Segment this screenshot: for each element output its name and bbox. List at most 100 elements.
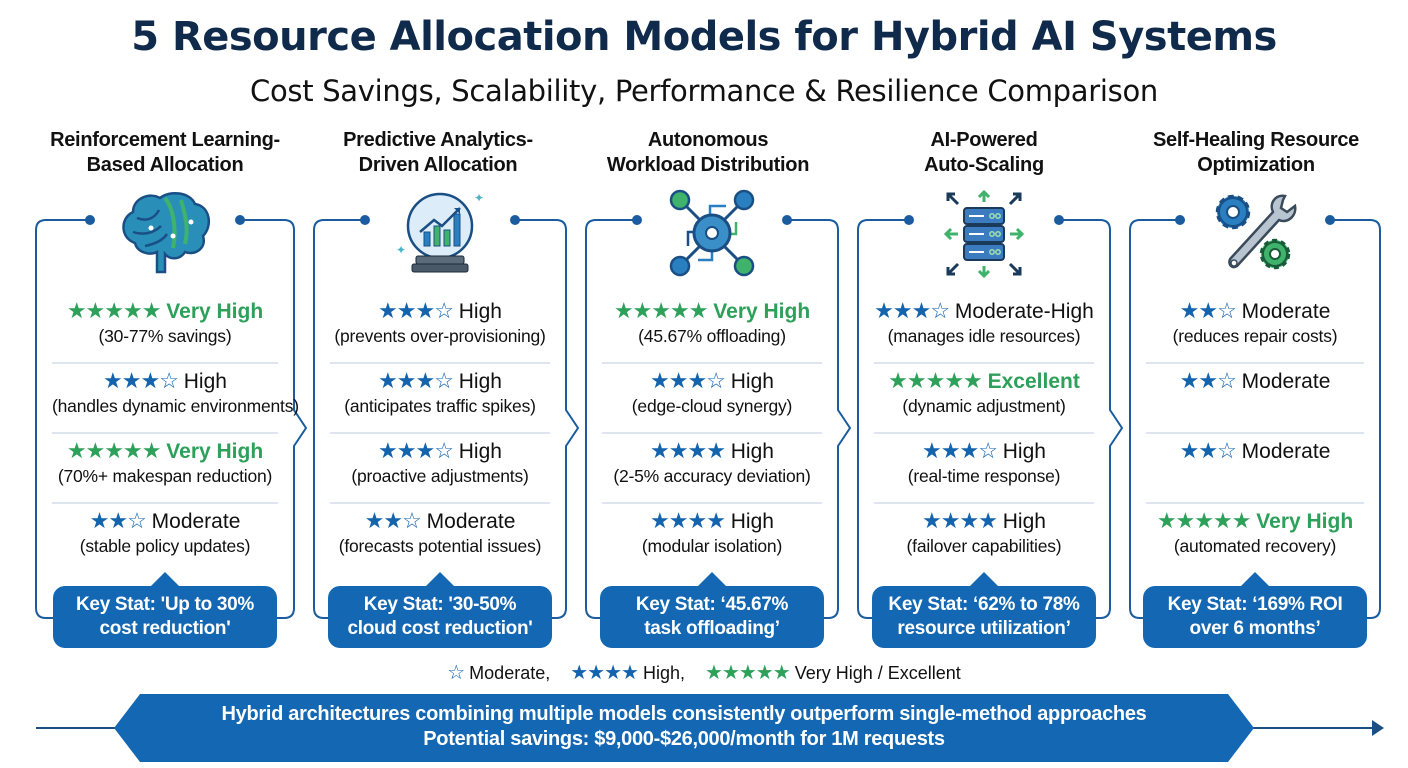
title-line2: Optimization [1197,154,1315,176]
rating-line: ★★★☆ High [330,298,550,325]
model-frame [585,215,852,619]
svg-text:✦: ✦ [396,243,406,257]
page-title: 5 Resource Allocation Models for Hybrid … [131,14,1277,60]
model-column-1: Reinforcement Learning- Based Allocation… [35,126,308,648]
rating-row: ★★★☆ High (proactive adjustments) [330,434,550,504]
rating-line: ★★☆ Moderate [1146,438,1364,465]
empty-star-icon: ☆ [434,298,454,323]
title-line2: Based Allocation [86,154,244,176]
rating-label: Very High [713,300,811,323]
filled-stars-icon: ★★★ [378,438,435,463]
rating-row: ★★☆ Moderate (stable policy updates) [52,504,278,574]
key-stat-line1: Key Stat: ‘169% ROI [1167,594,1343,615]
high-stars-icon: ★★★★ [570,662,639,684]
model-title: Predictive Analytics- Driven Allocation [288,128,588,178]
gear-wrench-icon [1205,188,1305,278]
key-stat-line2: cost reduction' [99,618,231,639]
filled-stars-icon: ★★★★★ [66,298,162,323]
key-stat-callout: Key Stat: ‘169% ROI over 6 months’ [1143,572,1367,648]
rating-note: (reduces repair costs) [1172,326,1338,346]
rating-line: ★★☆ Moderate [1146,298,1364,325]
rating-note: (anticipates traffic spikes) [344,396,536,416]
empty-star-icon: ☆ [434,368,454,393]
model-column-2: Predictive Analytics- Driven Allocation … [313,126,580,648]
empty-star-icon: ☆ [159,368,179,393]
rating-line: ★★★★★ Very High [602,298,822,325]
svg-text:✦: ✦ [474,191,484,205]
empty-star-icon: ☆ [706,368,726,393]
filled-stars-icon: ★★★★★ [613,298,709,323]
rating-line: ★★☆ Moderate [1146,368,1364,395]
filled-stars-icon: ★★★ [650,368,707,393]
key-stat-line1: Key Stat: ‘62% to 78% [888,594,1080,615]
rating-row: ★★★★★ Very High (30-77% savings) [52,294,278,364]
key-stat-callout: Key Stat: '30-50% cloud cost reduction' [328,572,552,648]
key-stat-callout: Key Stat: ‘62% to 78% resource utilizati… [872,572,1096,648]
empty-star-icon: ☆ [1217,438,1237,463]
rating-row: ★★★☆ Moderate-High (manages idle resource… [874,294,1094,364]
rating-legend: ☆ Moderate, ★★★★ High, ★★★★★ Very High /… [0,660,1408,685]
title-line1: Self-Healing Resource [1153,129,1359,151]
rating-row: ★★☆ Moderate (reduces repair costs) [1146,294,1364,364]
rating-note: (handles dynamic environments) [52,396,299,416]
network-distribution-icon [662,188,762,278]
legend-moderate-label: Moderate, [469,663,551,683]
key-stat-line1: Key Stat: '30-50% [363,594,517,615]
filled-stars-icon: ★★★★★ [888,368,983,393]
key-stat-line1: Key Stat: ‘45.67% [635,594,789,615]
rating-row: ★★★★★ Very High (45.67% offloading) [602,294,822,364]
rating-line: ★★★★★ Excellent [874,368,1094,395]
model-column-3: Autonomous Workload Distribution ★★★★★ V… [585,126,852,648]
rating-line: ★★☆ Moderate [52,508,278,535]
rating-label: Moderate [1241,370,1331,393]
filled-stars-icon: ★★ [1179,368,1218,393]
rating-line: ★★★★ High [874,508,1094,535]
banner-line-2: Potential savings: $9,000-$26,000/month … [423,728,945,750]
rating-note: (dynamic adjustment) [902,396,1066,416]
filled-stars-icon: ★★★★ [650,438,726,463]
rating-label: High [183,370,227,393]
rating-label: High [1002,510,1046,533]
model-title: Self-Healing Resource Optimization [1106,128,1406,178]
rating-row: ★★★★ High (2-5% accuracy deviation) [602,434,822,504]
key-stat-callout: Key Stat: ‘45.67% task offloading’ [600,572,824,648]
page-subtitle: Cost Savings, Scalability, Performance &… [250,74,1158,108]
rating-label: Very High [1256,510,1354,533]
rating-label: Very High [166,440,264,463]
rating-row: ★★☆ Moderate [1146,434,1364,504]
rating-row: ★★★★ High (failover capabilities) [874,504,1094,574]
key-stat-callout: Key Stat: 'Up to 30% cost reduction' [53,572,277,648]
model-frame [857,215,1124,619]
empty-star-icon: ☆ [1217,368,1237,393]
banner-line-1: Hybrid architectures combining multiple … [221,703,1147,725]
key-stat-line2: resource utilization’ [897,618,1071,639]
filled-stars-icon: ★★ [364,508,403,533]
title-line1: Autonomous [647,129,769,151]
model-title: AI-Powered Auto-Scaling [834,128,1134,178]
rating-row: ★★★☆ High (handles dynamic environments) [52,364,299,434]
empty-star-icon: ☆ [434,438,454,463]
filled-stars-icon: ★★ [89,508,128,533]
title-line2: Workload Distribution [606,154,810,176]
very-high-stars-icon: ★★★★★ [705,662,791,684]
rating-note: (edge-cloud synergy) [631,396,793,416]
title-line2: Driven Allocation [358,154,518,176]
rating-row: ★★★★★ Very High (automated recovery) [1146,504,1364,574]
rating-list: ★★★☆ Moderate-High (manages idle resource… [874,294,1094,574]
rating-note: (real-time response) [907,466,1061,486]
arrow-right-icon [1372,720,1384,736]
title-line1: Reinforcement Learning- [50,129,280,151]
model-frame [313,215,580,619]
title-line1: AI-Powered [930,129,1038,151]
rating-line: ★★★★ High [602,438,822,465]
brain-circuit-icon [115,188,215,278]
rating-line: ★★★★★ Very High [52,298,278,325]
summary-banner: Hybrid architectures combining multiple … [114,694,1254,762]
rating-line: ★★★☆ High [330,438,550,465]
model-title: Autonomous Workload Distribution [558,128,858,178]
rating-note: (forecasts potential issues) [338,536,542,556]
rating-line: ★★★★ High [602,508,822,535]
filled-stars-icon: ★★★ [922,438,979,463]
model-title: Reinforcement Learning- Based Allocation [15,128,315,178]
rating-line: ★★★☆ High [874,438,1094,465]
